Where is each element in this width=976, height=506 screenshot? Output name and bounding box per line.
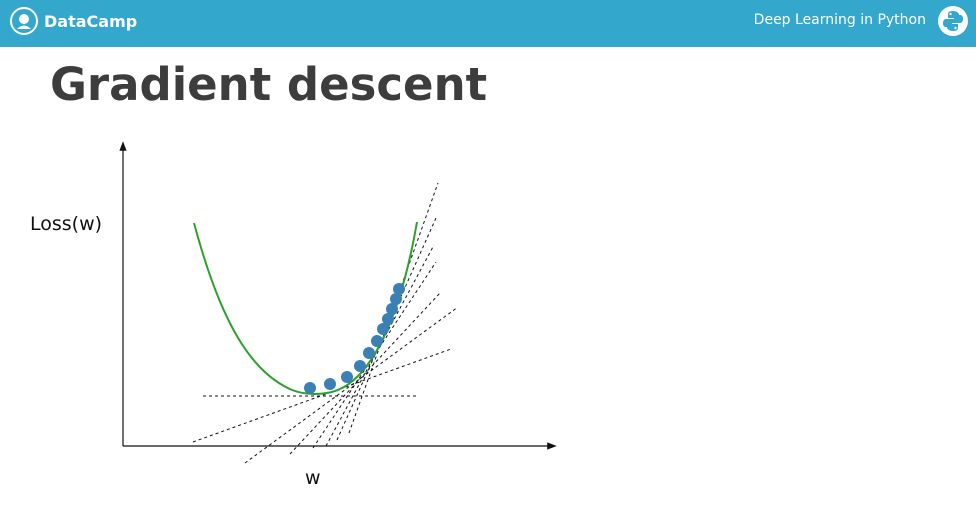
slide-title: Gradient descent <box>50 58 488 111</box>
tangent-line <box>289 292 441 455</box>
descent-point <box>363 347 375 359</box>
descent-point <box>386 303 398 315</box>
descent-point <box>341 371 353 383</box>
descent-point <box>304 382 316 394</box>
descent-points <box>304 283 405 394</box>
tangent-line <box>192 348 452 443</box>
descent-point <box>324 378 336 390</box>
python-logo-icon <box>938 6 968 36</box>
tangent-line <box>312 261 437 449</box>
brand[interactable]: DataCamp <box>10 6 137 36</box>
y-axis-label: Loss(w) <box>30 213 102 235</box>
descent-point <box>393 283 405 295</box>
course-title: Deep Learning in Python <box>753 12 926 28</box>
brand-name: DataCamp <box>44 11 138 31</box>
descent-point <box>382 313 394 325</box>
descent-point <box>377 323 389 335</box>
datacamp-logo-icon <box>10 7 38 35</box>
descent-point <box>354 360 366 372</box>
tangent-lines <box>192 182 459 464</box>
top-bar: DataCamp Deep Learning in Python <box>0 0 976 47</box>
loss-curve <box>193 221 418 396</box>
tangent-line <box>244 306 459 464</box>
descent-point <box>371 335 383 347</box>
descent-point <box>390 293 402 305</box>
x-axis-label: w <box>305 467 321 489</box>
